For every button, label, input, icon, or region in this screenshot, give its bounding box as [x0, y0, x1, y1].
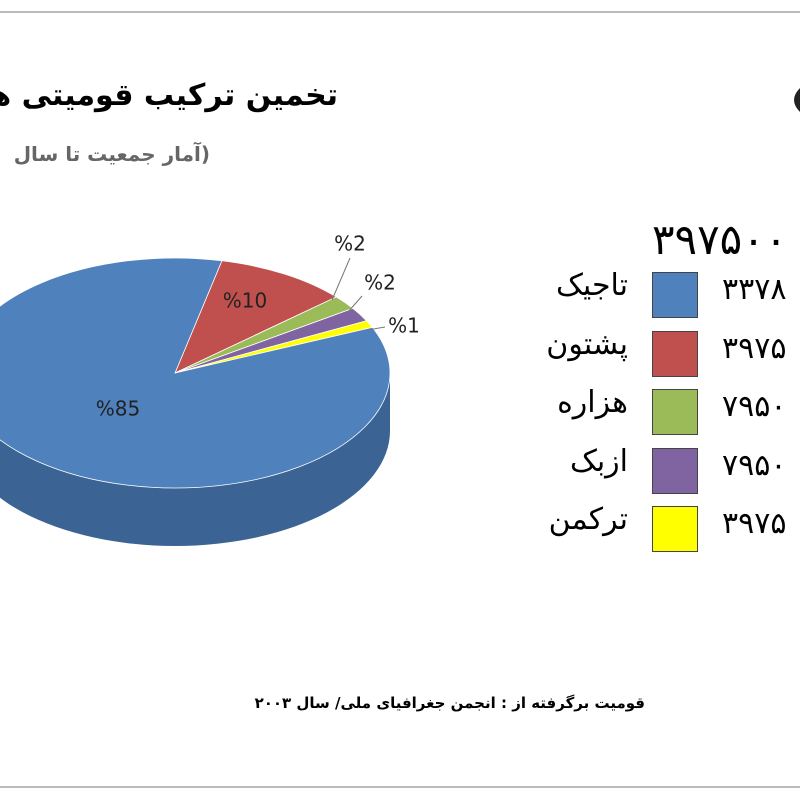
legend-label: ترکمن	[548, 502, 628, 537]
legend-swatch	[652, 389, 698, 435]
decoration	[794, 88, 800, 112]
data-label: %2	[334, 232, 366, 256]
chart-subtitle: (آمار جمعیت تا سال	[13, 142, 210, 166]
legend-value: ۳۳۷۸	[722, 272, 787, 307]
pie-side	[0, 373, 390, 546]
legend-total: ۳۹۷۵۰۰	[652, 215, 788, 264]
legend-label: پشتون	[546, 326, 628, 362]
data-label: %85	[96, 397, 140, 421]
data-label: %2	[364, 271, 396, 295]
pie-slice	[0, 257, 391, 489]
data-label: %1	[388, 314, 420, 338]
legend-label: ازبک	[569, 443, 628, 479]
legend-value: ۷۹۵۰	[722, 447, 787, 483]
legend-label: تاجیک	[556, 268, 628, 303]
source-note: قومیت برگرفته از : انجمن جغرافیای ملی/ س…	[254, 694, 645, 712]
chart-title: تخمین ترکیب قومیتی هرا	[0, 78, 338, 113]
pie-slice	[174, 260, 338, 374]
legend-swatch	[652, 272, 698, 318]
legend-value: ۷۹۵۰	[722, 389, 787, 424]
legend-swatch	[652, 330, 698, 377]
pie	[0, 257, 391, 546]
legend-swatch	[652, 447, 698, 494]
legend-swatch	[652, 506, 698, 552]
data-label: %10	[223, 289, 267, 313]
legend-value: ۳۹۷۵	[722, 506, 787, 541]
legend-value: ۳۹۷۵	[722, 330, 787, 366]
leader-lines	[331, 257, 386, 331]
legend-label: هزاره	[557, 385, 628, 420]
